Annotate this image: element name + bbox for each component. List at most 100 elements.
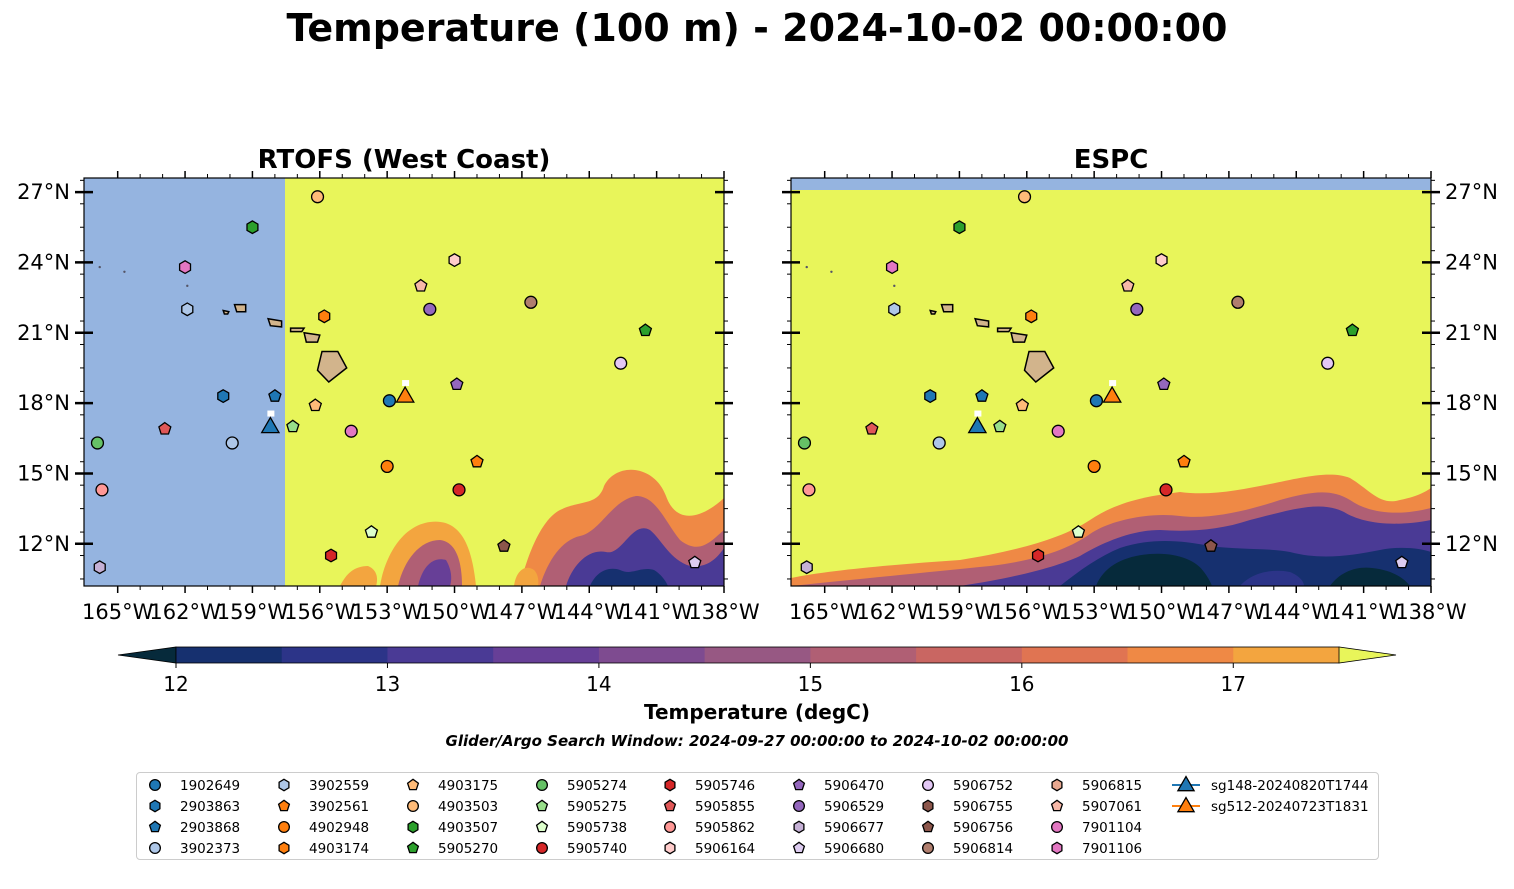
observation-markers-rtofs [90,190,702,575]
colorbar-bin [176,647,283,663]
glider-track [974,410,982,417]
lat-tick-label: 12°N [17,532,70,556]
glider-track [1109,380,1117,387]
axis-ticks-espc: 165°W162°W159°W156°W153°W150°W147°W144°W… [782,171,1498,624]
marker-5905275 [993,419,1007,433]
small-island [186,284,189,288]
marker-5906680 [1395,555,1409,569]
lon-tick-label: 162°W [149,600,221,624]
lat-tick-label: 24°N [1445,250,1498,274]
lat-tick-label: 24°N [17,250,70,274]
marker-5906677 [93,560,106,575]
marker-2903863 [924,389,937,404]
lon-tick-label: 153°W [1058,600,1130,624]
colorbar-bin [810,647,917,663]
lon-tick-label: 156°W [284,600,356,624]
marker-7901106 [178,260,192,275]
island [1010,331,1028,343]
colorbar-frame [175,646,1340,664]
marker-sg148-20240820T1744 [260,416,281,434]
marker-3902559 [888,302,901,317]
marker-3902559 [181,302,194,317]
island [929,309,937,315]
marker-5906164 [448,253,461,268]
colorbar-tick-label: 15 [798,672,823,696]
observation-markers-espc [797,190,1409,575]
marker-5907061 [1121,278,1135,292]
legend-frame [136,772,1379,860]
marker-2903863 [217,389,230,404]
marker-3902561 [1177,454,1191,468]
small-island [123,270,126,273]
marker-7901104 [344,424,358,438]
marker-5905740 [1159,483,1173,497]
colorbar-bin [704,647,811,663]
colorbar-bin [387,647,494,663]
colorbar-bin [1021,647,1129,663]
marker-5906752 [614,356,628,370]
marker-5905862 [802,483,816,497]
marker-sg512-20240723T1831 [1102,385,1122,403]
hawaii-islands-espc [805,265,1055,384]
hawaii-islands-rtofs [98,265,348,384]
marker-4902948 [1087,459,1101,474]
search-window-caption: Glider/Argo Search Window: 2024-09-27 00… [446,732,1069,750]
marker-2903868 [975,389,989,402]
marker-sg148-20240820T1744 [967,416,988,434]
marker-4903175 [1015,398,1030,412]
marker-2903868 [268,389,282,402]
glider-track [402,380,410,387]
lat-tick-label: 15°N [17,461,70,485]
lon-tick-label: 141°W [621,600,693,624]
axes-frame-espc [790,177,1432,587]
marker-5905746 [324,548,338,563]
marker-5906756 [1204,538,1218,552]
lon-tick-label: 150°W [419,600,491,624]
colorbar-tick-label: 12 [163,672,188,696]
island [289,327,306,333]
marker-5906814 [1231,295,1245,309]
marker-5905270 [638,323,653,337]
marker-5905270 [1345,323,1360,337]
lat-tick-label: 27°N [1445,180,1498,204]
colorbar-bin [1233,647,1340,663]
small-island [805,265,808,269]
small-island [98,265,101,269]
marker-5906752 [1321,356,1335,370]
marker-sg512-20240723T1831 [395,385,415,403]
marker-5906470 [450,377,464,391]
marker-3902373 [932,436,946,450]
marker-1902649 [1089,394,1104,408]
marker-3902561 [470,454,484,468]
lat-tick-label: 12°N [1445,532,1498,556]
marker-5905738 [1071,525,1086,538]
marker-1902649 [382,394,397,408]
lat-tick-label: 18°N [17,391,70,415]
lon-tick-label: 165°W [82,600,154,624]
lon-tick-label: 147°W [1193,600,1265,624]
marker-5905274 [90,436,105,450]
panel-espc: ESPC 165°W162°W159°W156°W153°W150°W147°W… [782,145,1498,624]
island [973,317,990,328]
island [996,327,1013,333]
marker-4903507 [953,220,966,235]
colorbar-label: Temperature (degC) [644,700,870,724]
colorbar-bin [916,647,1023,663]
marker-5905738 [364,525,379,538]
colorbar-tick-label: 17 [1221,672,1246,696]
marker-5906470 [1157,377,1171,391]
marker-5905275 [286,419,300,433]
lon-tick-label: 150°W [1126,600,1198,624]
marker-4903507 [246,220,259,235]
colorbar-tick-label: 14 [586,672,611,696]
marker-5906814 [524,295,538,309]
island [316,350,348,384]
lat-tick-label: 21°N [17,321,70,345]
marker-5905740 [452,483,466,497]
cool-patches-espc [791,474,1431,586]
marker-5907061 [414,278,428,292]
lon-tick-label: 159°W [924,600,996,624]
marker-5906756 [497,538,511,552]
marker-4902948 [380,459,394,474]
